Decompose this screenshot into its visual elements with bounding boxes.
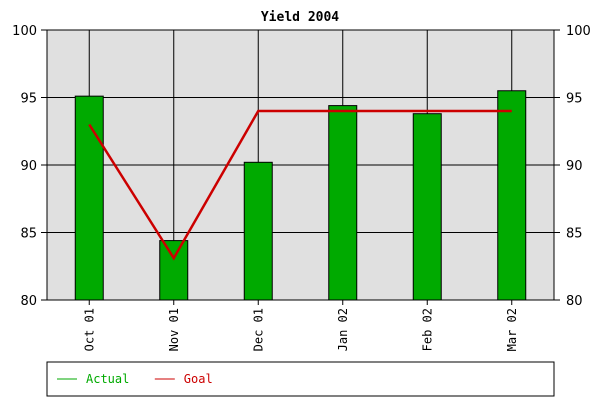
plot-border <box>46 29 555 301</box>
y-tick-label-right: 80 <box>566 294 583 309</box>
y-tick-label-left: 85 <box>20 227 37 242</box>
actual-bars <box>74 90 527 301</box>
x-tick-label: Dec 01 <box>251 308 265 351</box>
legend-label: Actual <box>86 372 129 386</box>
legend-box <box>46 361 555 397</box>
x-tick-label: Nov 01 <box>167 308 181 351</box>
y-tick-label-right: 95 <box>566 92 583 107</box>
actual-bar <box>412 113 442 301</box>
actual-bar <box>328 105 358 301</box>
goal-line <box>88 109 512 261</box>
x-tick-label: Mar 02 <box>505 308 519 351</box>
y-tick-label-left: 95 <box>20 92 37 107</box>
y-tick-label-right: 90 <box>566 159 583 174</box>
y-tick-label-right: 100 <box>566 24 591 39</box>
axes: 80 80 85 85 90 90 95 95 100 100 Oct 01 Nov 01 Dec 01… <box>12 24 591 351</box>
x-tick-label: Oct 01 <box>82 308 96 351</box>
actual-bar <box>159 240 189 301</box>
x-tick-label: Jan 02 <box>336 308 350 351</box>
y-tick-label-right: 85 <box>566 227 583 242</box>
goal-series-line <box>88 109 512 261</box>
y-tick-label-left: 90 <box>20 159 37 174</box>
y-tick-label-left: 100 <box>12 24 37 39</box>
chart-title: Yield 2004 <box>261 10 339 25</box>
legend-label: Goal <box>184 372 213 386</box>
legend: Actual Goal <box>46 361 555 397</box>
y-tick-label-left: 80 <box>20 294 37 309</box>
x-tick-label: Feb 02 <box>420 308 434 351</box>
actual-bar <box>243 161 273 301</box>
actual-bar <box>497 90 527 301</box>
